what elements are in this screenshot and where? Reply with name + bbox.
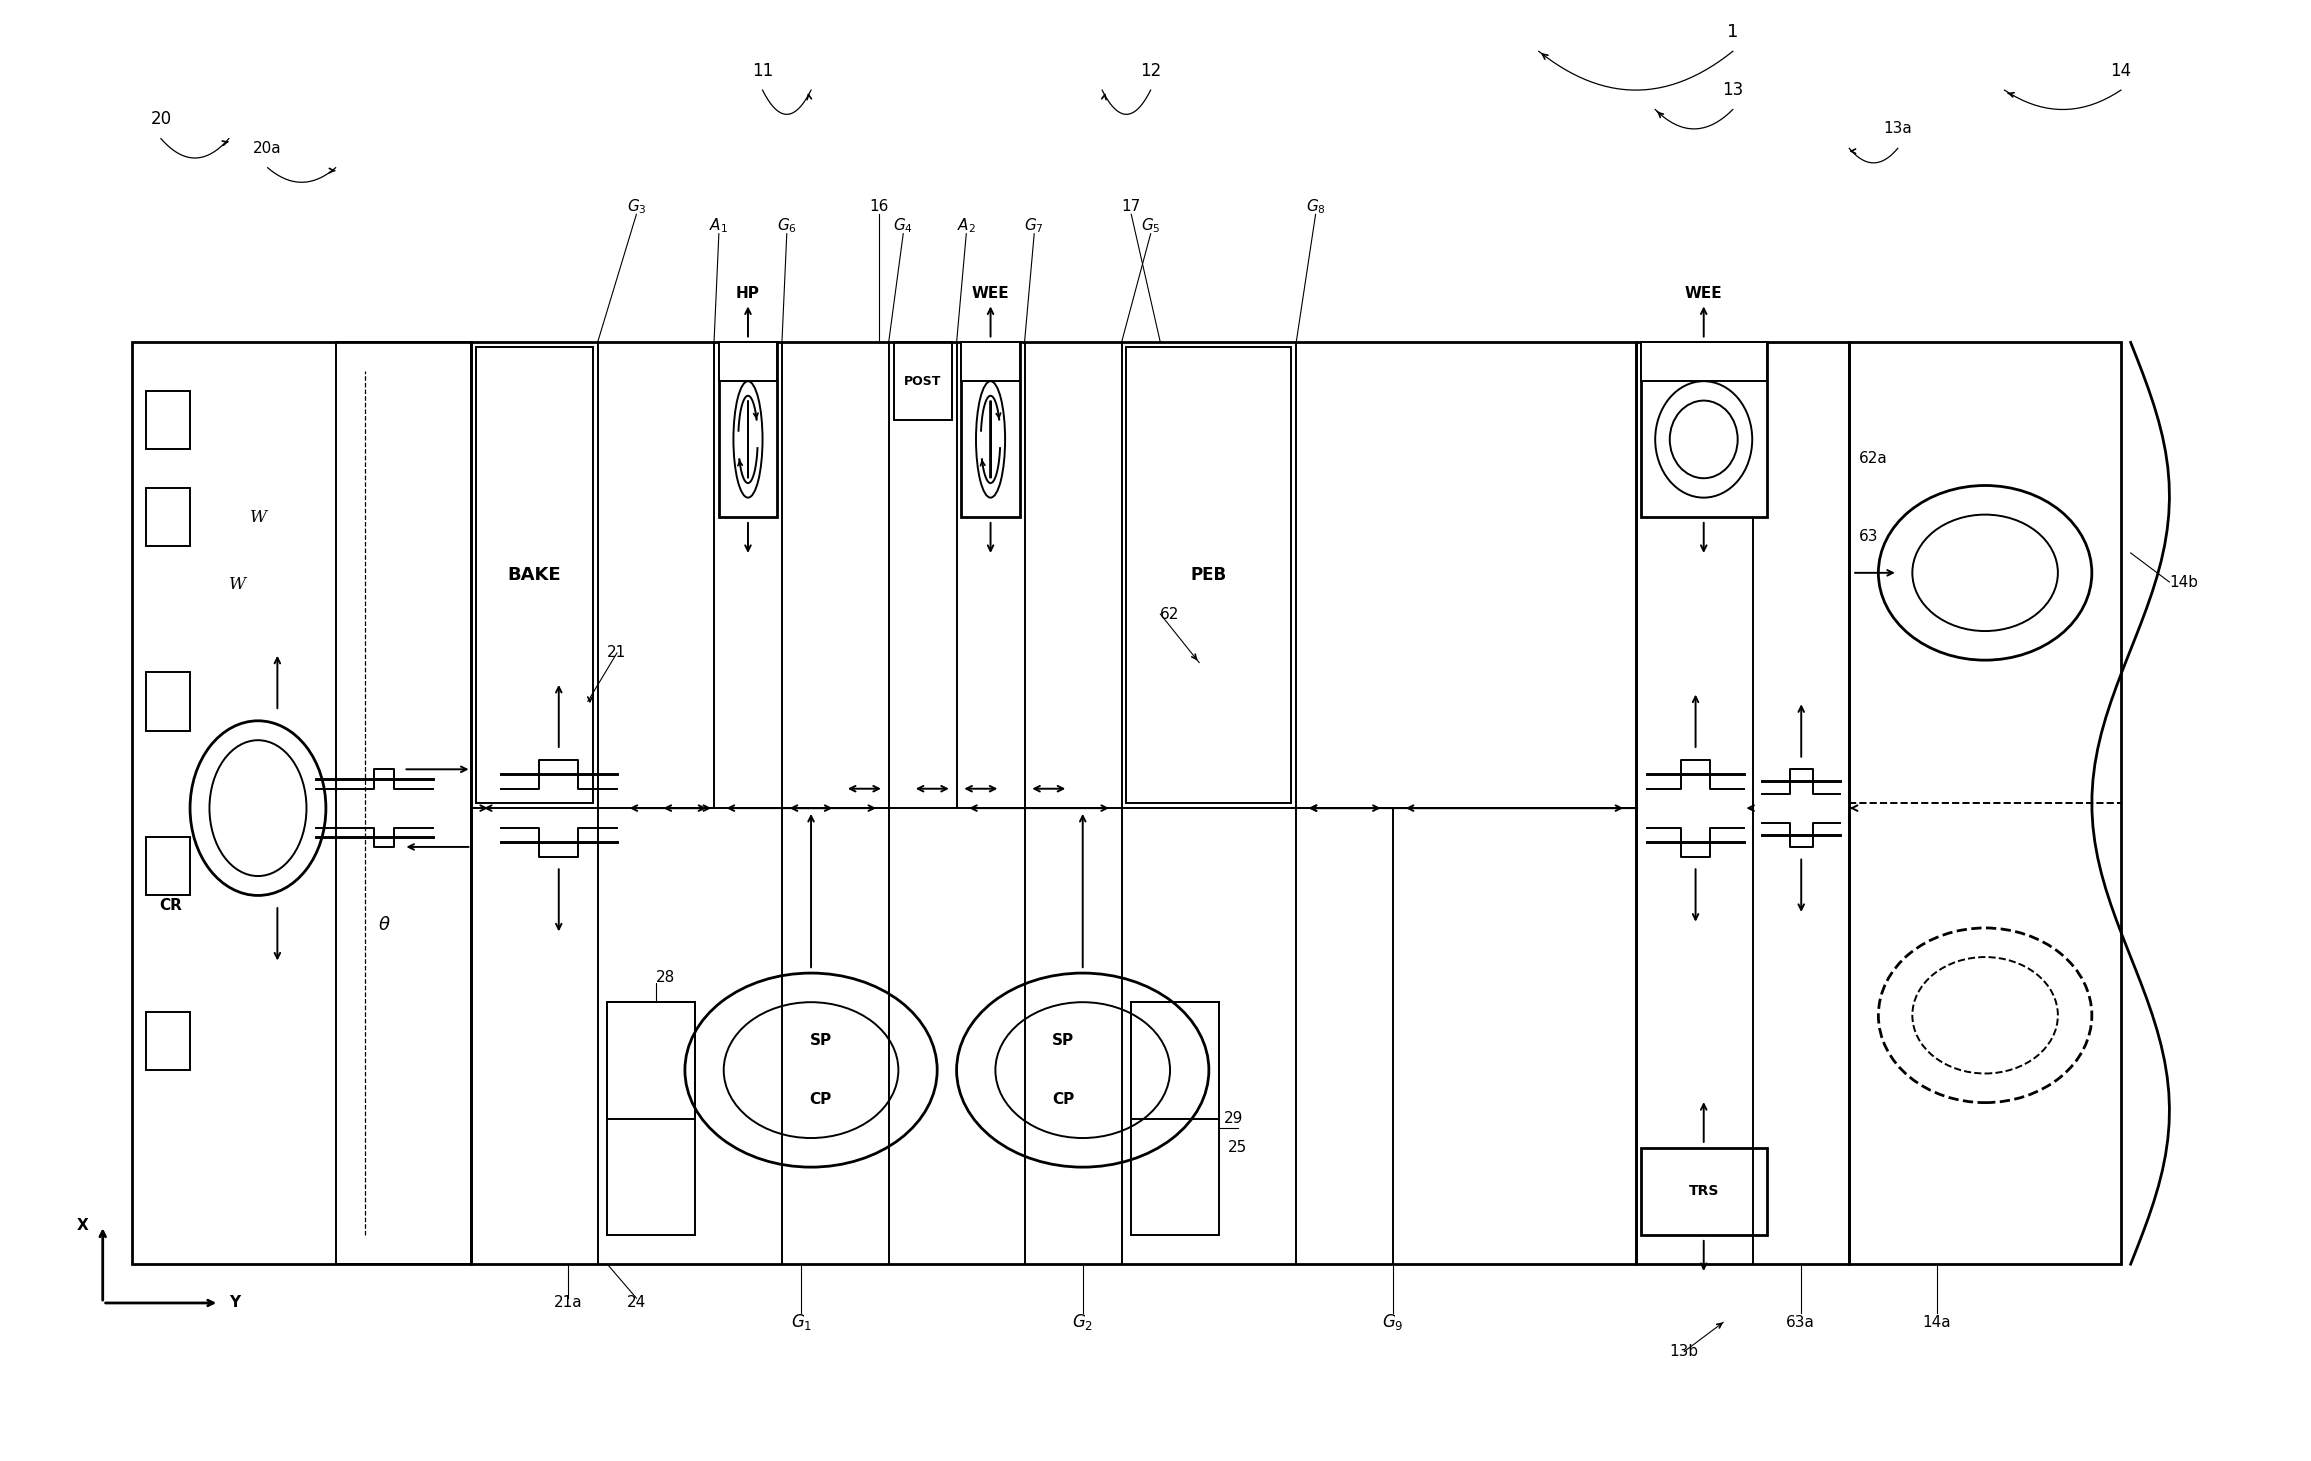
- Bar: [132, 342, 471, 1264]
- Text: TRS: TRS: [1689, 1185, 1719, 1198]
- Text: 13a: 13a: [1883, 121, 1911, 136]
- Text: 14b: 14b: [2170, 574, 2198, 590]
- Text: 63a: 63a: [1786, 1315, 1814, 1330]
- Text: 62a: 62a: [1858, 451, 1888, 466]
- Text: $G_5$: $G_5$: [1142, 216, 1160, 235]
- Text: 13b: 13b: [1671, 1344, 1699, 1359]
- Bar: [719, 342, 776, 517]
- Bar: [608, 1002, 696, 1119]
- Text: 20: 20: [150, 110, 171, 129]
- Text: CR: CR: [159, 897, 183, 913]
- Text: POST: POST: [904, 374, 941, 387]
- Text: 28: 28: [656, 970, 675, 985]
- Bar: [146, 392, 190, 449]
- Bar: [1132, 1002, 1218, 1119]
- Text: W: W: [250, 508, 266, 526]
- Text: 63: 63: [1858, 529, 1879, 543]
- Bar: [961, 342, 1019, 517]
- Bar: [146, 488, 190, 546]
- Text: 11: 11: [751, 61, 774, 80]
- Bar: [146, 837, 190, 896]
- Text: $G_7$: $G_7$: [1024, 216, 1045, 235]
- Text: $G_9$: $G_9$: [1382, 1312, 1405, 1332]
- Bar: [1641, 1148, 1768, 1235]
- Text: $\theta$: $\theta$: [377, 916, 391, 934]
- Text: 16: 16: [869, 199, 890, 215]
- Text: $G_2$: $G_2$: [1072, 1312, 1093, 1332]
- Bar: [719, 342, 776, 381]
- Text: $G_3$: $G_3$: [626, 197, 647, 216]
- Text: SP: SP: [1052, 1033, 1075, 1049]
- Bar: [146, 672, 190, 730]
- Text: 24: 24: [626, 1296, 647, 1311]
- Bar: [471, 342, 1636, 1264]
- Bar: [894, 342, 952, 419]
- Text: CP: CP: [809, 1091, 832, 1107]
- Text: Y: Y: [229, 1296, 240, 1311]
- Bar: [961, 342, 1019, 381]
- Text: WEE: WEE: [1685, 286, 1722, 301]
- Bar: [608, 1002, 696, 1235]
- Bar: [1636, 342, 1849, 1264]
- Text: 21: 21: [608, 646, 626, 660]
- Text: 20a: 20a: [254, 140, 282, 156]
- Text: 21a: 21a: [555, 1296, 582, 1311]
- Text: HP: HP: [735, 286, 760, 301]
- Text: $G_1$: $G_1$: [790, 1312, 811, 1332]
- Text: 13: 13: [1722, 82, 1742, 99]
- Text: CP: CP: [1052, 1091, 1075, 1107]
- Text: 62: 62: [1160, 606, 1179, 621]
- Bar: [335, 342, 471, 1264]
- Text: 1: 1: [1726, 23, 1738, 41]
- Text: $G_6$: $G_6$: [776, 216, 797, 235]
- Text: $A_1$: $A_1$: [709, 216, 728, 235]
- Text: BAKE: BAKE: [508, 567, 562, 584]
- Text: 25: 25: [1229, 1140, 1248, 1156]
- Bar: [1132, 1002, 1218, 1235]
- Text: X: X: [76, 1218, 88, 1233]
- Text: $G_8$: $G_8$: [1306, 197, 1327, 216]
- Text: 12: 12: [1139, 61, 1160, 80]
- Text: $G_4$: $G_4$: [894, 216, 913, 235]
- Text: 29: 29: [1223, 1112, 1243, 1126]
- Text: W: W: [229, 577, 245, 593]
- Text: WEE: WEE: [971, 286, 1010, 301]
- Bar: [146, 1012, 190, 1069]
- Text: 14: 14: [2110, 61, 2131, 80]
- Bar: [1125, 348, 1292, 804]
- Bar: [476, 348, 592, 804]
- Bar: [1849, 342, 2121, 1264]
- Text: 14a: 14a: [1923, 1315, 1950, 1330]
- Bar: [1641, 342, 1768, 517]
- Text: PEB: PEB: [1190, 567, 1227, 584]
- Text: 17: 17: [1121, 199, 1142, 215]
- Bar: [1641, 342, 1768, 381]
- Text: SP: SP: [809, 1033, 832, 1049]
- Text: $A_2$: $A_2$: [957, 216, 975, 235]
